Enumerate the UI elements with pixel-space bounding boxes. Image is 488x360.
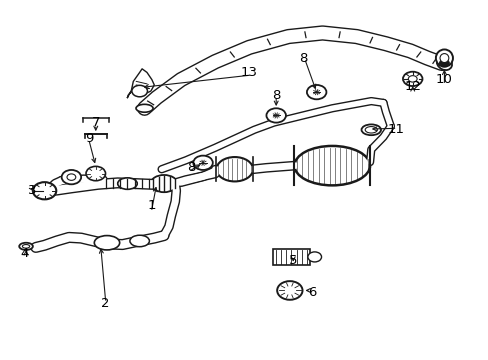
Circle shape xyxy=(307,252,321,262)
Ellipse shape xyxy=(130,235,149,247)
Ellipse shape xyxy=(19,243,33,250)
Circle shape xyxy=(306,85,326,99)
Ellipse shape xyxy=(361,125,380,135)
Text: 8: 8 xyxy=(271,89,280,102)
Circle shape xyxy=(33,182,56,199)
Circle shape xyxy=(266,108,285,123)
Circle shape xyxy=(61,170,81,184)
Text: 12: 12 xyxy=(404,80,420,93)
Circle shape xyxy=(67,174,76,180)
Text: 13: 13 xyxy=(241,66,257,79)
Text: 2: 2 xyxy=(101,297,110,310)
Text: 3: 3 xyxy=(28,184,37,197)
Text: 11: 11 xyxy=(386,123,404,136)
Text: 10: 10 xyxy=(435,73,452,86)
Text: 8: 8 xyxy=(186,161,195,174)
Ellipse shape xyxy=(436,56,451,70)
Circle shape xyxy=(277,281,302,300)
Ellipse shape xyxy=(294,146,369,185)
Text: 6: 6 xyxy=(308,287,316,300)
Ellipse shape xyxy=(136,104,153,112)
Text: 5: 5 xyxy=(288,254,297,267)
Text: 1: 1 xyxy=(147,199,156,212)
Circle shape xyxy=(439,59,448,67)
Ellipse shape xyxy=(150,175,177,192)
Circle shape xyxy=(193,156,212,170)
Circle shape xyxy=(86,166,105,181)
Ellipse shape xyxy=(22,244,30,248)
Text: 8: 8 xyxy=(298,51,306,64)
Text: 9: 9 xyxy=(85,132,93,145)
Circle shape xyxy=(402,72,422,86)
Ellipse shape xyxy=(365,127,377,133)
Text: 4: 4 xyxy=(20,247,28,260)
Ellipse shape xyxy=(435,49,452,67)
Ellipse shape xyxy=(118,178,137,189)
Ellipse shape xyxy=(94,235,120,250)
Circle shape xyxy=(407,76,416,82)
Ellipse shape xyxy=(439,54,448,63)
Circle shape xyxy=(132,85,147,97)
Text: 7: 7 xyxy=(91,116,100,129)
Polygon shape xyxy=(127,69,154,98)
Ellipse shape xyxy=(216,157,252,181)
Bar xyxy=(272,249,309,265)
